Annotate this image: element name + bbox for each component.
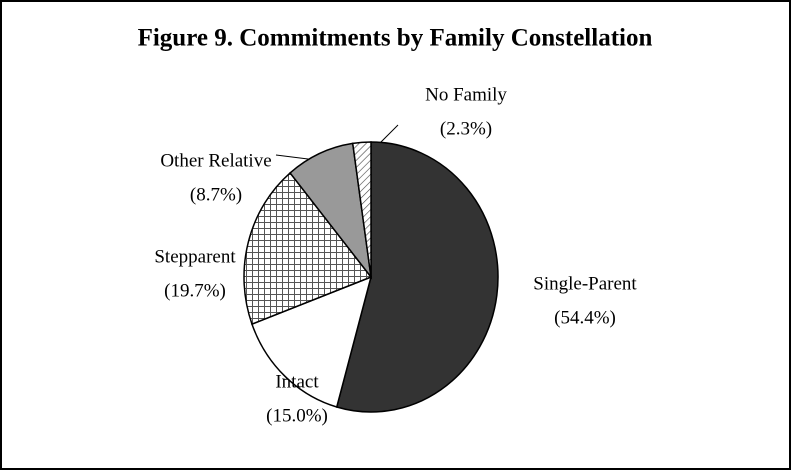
pie-slice <box>351 141 372 278</box>
slice-label: Intact <box>275 371 319 392</box>
slice-value-label: (54.4%) <box>554 307 616 328</box>
slice-label: Single-Parent <box>533 273 637 294</box>
slice-label: Stepparent <box>154 246 236 267</box>
slice-value-label: (8.7%) <box>190 184 242 205</box>
chart-title: Figure 9. Commitments by Family Constell… <box>138 25 653 52</box>
pie-slice <box>243 171 373 326</box>
leader-line <box>379 124 399 144</box>
slice-value-label: (2.3%) <box>440 118 492 139</box>
slice-label: Other Relative <box>160 150 271 171</box>
slice-label: No Family <box>425 84 507 105</box>
slice-value-label: (15.0%) <box>266 405 328 426</box>
pie-slice <box>251 275 373 408</box>
slice-value-label: (19.7%) <box>164 280 226 301</box>
pie-slice <box>335 141 499 413</box>
